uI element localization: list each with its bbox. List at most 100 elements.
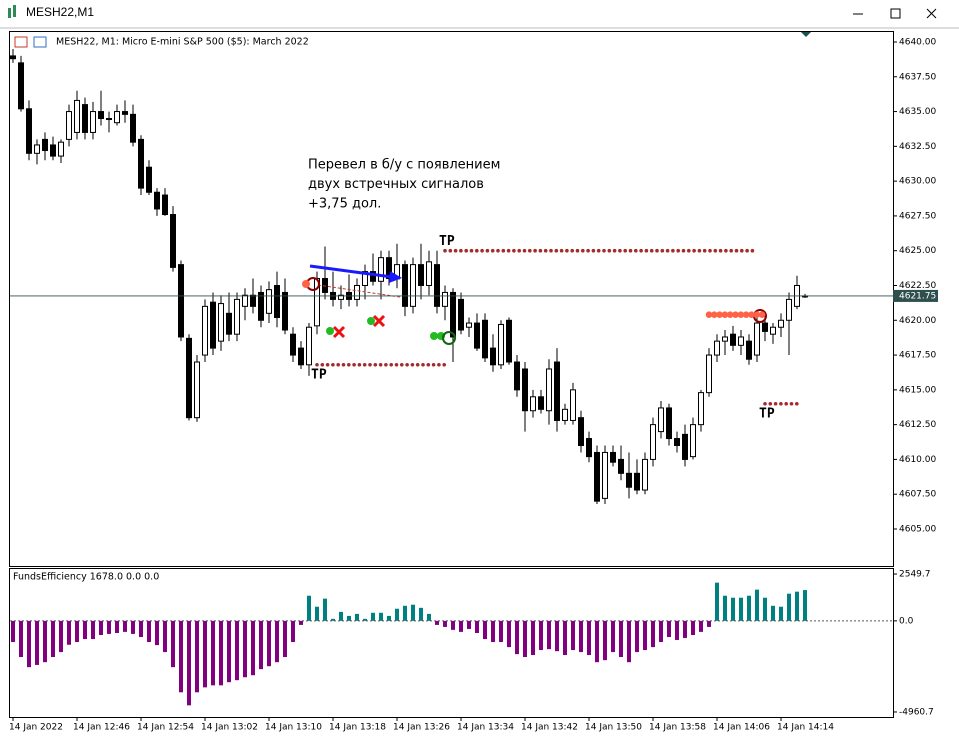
maximize-button[interactable] xyxy=(881,4,911,24)
histogram-bar xyxy=(43,620,47,663)
close-button[interactable] xyxy=(917,4,947,24)
candle-body xyxy=(194,361,200,419)
histogram-bar xyxy=(571,620,575,651)
x-tick-label: 14 Jan 13:10 xyxy=(265,723,322,733)
last-price-label: 4621.75 xyxy=(899,291,936,301)
level-dot xyxy=(628,248,633,253)
x-tick-label: 14 Jan 13:18 xyxy=(329,723,386,733)
histogram-bar xyxy=(219,620,223,686)
level-dot xyxy=(437,363,441,367)
y-tick-label: 4630.00 xyxy=(899,177,936,187)
y-tick-label: 0.0 xyxy=(899,616,914,626)
histogram-bar xyxy=(363,618,367,621)
candle-body xyxy=(714,340,720,356)
level-dot xyxy=(745,248,749,253)
candle-body xyxy=(362,271,368,286)
histogram-bar xyxy=(547,620,551,650)
histogram-bar xyxy=(635,620,639,653)
level-dot xyxy=(320,363,325,367)
level-dot xyxy=(623,248,627,253)
title-icon xyxy=(8,5,16,18)
level-dot xyxy=(763,401,767,406)
candle-body xyxy=(234,298,240,335)
level-dot xyxy=(795,401,799,406)
histogram-bar xyxy=(347,615,351,621)
candle-body xyxy=(130,113,136,143)
histogram-bar xyxy=(59,620,63,653)
histogram-bar xyxy=(523,620,527,658)
level-dot xyxy=(750,248,755,253)
x-tick-label: 14 Jan 14:14 xyxy=(777,723,834,733)
level-dot xyxy=(789,401,794,406)
histogram-bar xyxy=(731,597,735,621)
level-dot xyxy=(737,311,745,319)
level-label: TP xyxy=(759,406,775,421)
level-dot xyxy=(485,248,490,253)
level-dot xyxy=(711,311,718,319)
level-dot xyxy=(753,311,760,319)
histogram-bar xyxy=(691,620,695,636)
histogram-bar xyxy=(435,620,439,625)
y-tick-label: 4605.00 xyxy=(899,524,936,534)
level-dot xyxy=(742,311,750,319)
candle-body xyxy=(578,417,584,447)
candle-body xyxy=(146,166,152,193)
level-dot xyxy=(565,248,569,253)
level-dot xyxy=(559,248,564,253)
histogram-bar xyxy=(99,620,103,636)
histogram-bar xyxy=(27,620,31,668)
histogram-bar xyxy=(499,620,503,642)
candle-body xyxy=(690,424,696,458)
level-dot xyxy=(784,401,788,406)
histogram-bar xyxy=(307,595,311,621)
minimize-button[interactable] xyxy=(843,4,873,24)
histogram-bar xyxy=(11,620,15,642)
window-title: MESH22,M1 xyxy=(26,5,94,19)
candle-body xyxy=(706,354,712,394)
candle-body xyxy=(786,298,792,321)
candle-body xyxy=(666,407,672,440)
y-tick-label: 4612.50 xyxy=(899,420,936,430)
histogram-bar xyxy=(739,597,743,621)
candle-body xyxy=(442,291,448,307)
level-line xyxy=(443,248,755,253)
histogram-bar xyxy=(619,620,623,658)
annotation: двух встречных сигналов xyxy=(308,177,484,192)
candle-body xyxy=(370,271,376,282)
candle-body xyxy=(602,451,608,499)
histogram-bar xyxy=(387,615,391,621)
histogram-bar xyxy=(259,620,263,670)
level-dot xyxy=(721,311,729,319)
candle-body xyxy=(66,111,72,140)
level-dot xyxy=(341,363,346,367)
level-dot xyxy=(607,248,612,253)
candle-body xyxy=(298,347,304,366)
candle-body xyxy=(618,458,624,474)
level-dot xyxy=(373,363,378,367)
histogram-bar xyxy=(723,595,727,621)
histogram-bar xyxy=(267,620,271,667)
candle-body xyxy=(170,214,176,268)
level-dot xyxy=(687,248,691,253)
level-dot xyxy=(549,248,553,253)
y-tick-label: 4615.00 xyxy=(899,385,936,395)
histogram-bar xyxy=(515,620,519,655)
candle-body xyxy=(434,264,440,307)
candle-body xyxy=(426,261,432,286)
last-price-box xyxy=(893,289,938,302)
candle-body xyxy=(338,294,344,300)
level-dot xyxy=(724,248,728,253)
y-tick-label: 4632.50 xyxy=(899,142,936,152)
level-dot xyxy=(469,248,474,253)
y-tick-label: 4635.00 xyxy=(899,107,936,117)
candle-body xyxy=(730,333,736,346)
histogram-bar xyxy=(235,620,239,681)
candle-body xyxy=(402,264,408,307)
histogram-bar xyxy=(323,598,327,621)
histogram-bar xyxy=(651,620,655,648)
histogram-bar xyxy=(595,620,599,663)
level-dot xyxy=(315,363,319,367)
histogram-bar xyxy=(787,593,791,621)
signal-markers xyxy=(302,264,767,345)
indicator-panel-frame xyxy=(9,568,894,718)
